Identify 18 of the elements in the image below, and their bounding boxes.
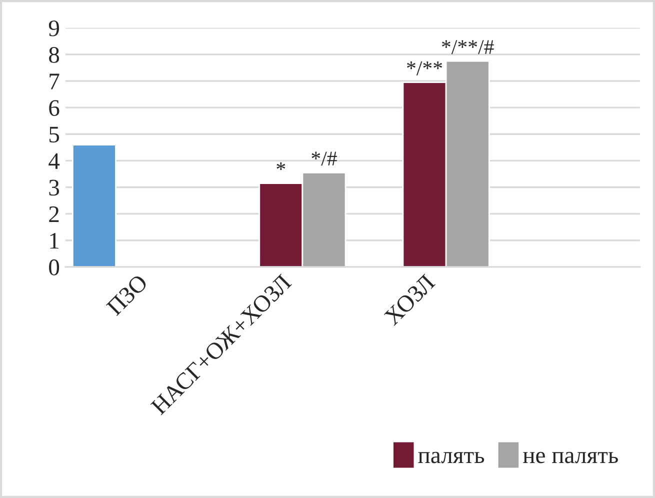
bar xyxy=(72,144,116,267)
legend-label: палять xyxy=(418,452,484,464)
y-tick-label: 4 xyxy=(48,153,60,169)
y-tick-label: 7 xyxy=(50,74,60,90)
data-label: * xyxy=(276,162,286,170)
x-tick-label: ПЗО xyxy=(106,274,148,316)
legend-label: не палять xyxy=(523,452,618,464)
y-tick-label: 9 xyxy=(48,20,59,36)
y-tick-label: 1 xyxy=(50,232,59,249)
data-label: */**/# xyxy=(442,40,494,54)
data-label: */# xyxy=(312,152,337,166)
y-tick-label: 8 xyxy=(49,46,60,63)
y-tick-label: 2 xyxy=(49,206,59,222)
y-tick-label: 5 xyxy=(50,126,60,143)
y-tick-label: 3 xyxy=(49,180,60,196)
y-tick-label: 6 xyxy=(49,100,60,116)
y-tick-label: 0 xyxy=(49,259,60,276)
data-label: */** xyxy=(407,61,442,76)
